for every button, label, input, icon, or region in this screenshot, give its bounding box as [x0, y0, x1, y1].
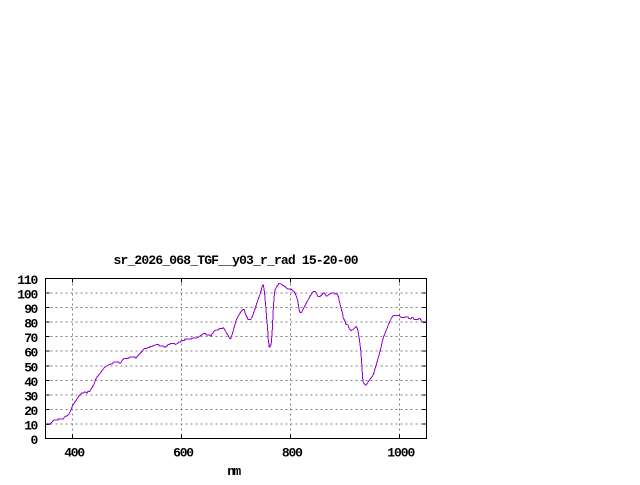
svg-text:30: 30	[24, 389, 38, 404]
svg-text:40: 40	[24, 375, 38, 390]
svg-text:400: 400	[64, 446, 85, 461]
svg-text:1000: 1000	[387, 446, 415, 461]
svg-text:10: 10	[24, 419, 38, 434]
svg-text:80: 80	[24, 317, 38, 332]
svg-text:60: 60	[24, 346, 38, 361]
svg-text:sr_2026_068_TGF__y03_r_rad 15-: sr_2026_068_TGF__y03_r_rad 15-20-00	[114, 253, 359, 268]
svg-text:20: 20	[24, 404, 38, 419]
svg-text:600: 600	[173, 446, 194, 461]
svg-text:110: 110	[17, 273, 38, 288]
svg-text:50: 50	[24, 360, 38, 375]
svg-text:nm: nm	[227, 464, 241, 479]
svg-text:70: 70	[24, 331, 38, 346]
svg-text:90: 90	[24, 302, 38, 317]
svg-text:0: 0	[30, 433, 38, 448]
svg-text:100: 100	[17, 288, 38, 303]
svg-text:800: 800	[282, 446, 303, 461]
